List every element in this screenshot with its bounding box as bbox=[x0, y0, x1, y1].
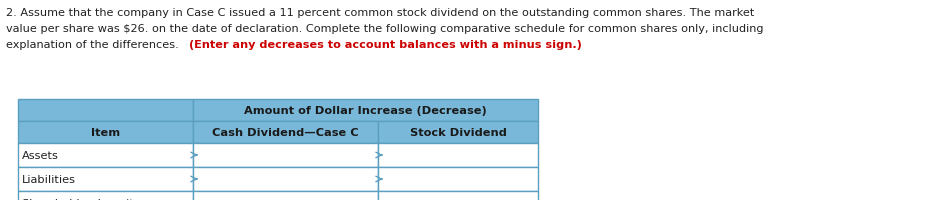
Text: Item: Item bbox=[91, 127, 120, 137]
Bar bbox=[378, 121, 538, 143]
Text: Liabilities: Liabilities bbox=[22, 174, 76, 184]
Text: Assets: Assets bbox=[22, 150, 59, 160]
Text: 2. Assume that the company in Case C issued a 11 percent common stock dividend o: 2. Assume that the company in Case C iss… bbox=[6, 8, 755, 18]
Bar bbox=[378, 191, 538, 200]
Bar bbox=[18, 100, 193, 121]
Bar bbox=[193, 143, 378, 167]
Bar bbox=[18, 121, 193, 143]
Text: (Enter any decreases to account balances with a minus sign.): (Enter any decreases to account balances… bbox=[189, 40, 582, 50]
Text: Stock Dividend: Stock Dividend bbox=[410, 127, 507, 137]
Bar bbox=[18, 191, 193, 200]
Text: Cash Dividend—Case C: Cash Dividend—Case C bbox=[212, 127, 359, 137]
Bar bbox=[193, 121, 378, 143]
Bar bbox=[378, 167, 538, 191]
Text: Amount of Dollar Increase (Decrease): Amount of Dollar Increase (Decrease) bbox=[244, 105, 487, 115]
Text: value per share was $26. on the date of declaration. Complete the following comp: value per share was $26. on the date of … bbox=[6, 24, 764, 34]
Bar bbox=[18, 143, 193, 167]
Bar bbox=[193, 100, 538, 121]
Bar bbox=[378, 143, 538, 167]
Bar bbox=[193, 191, 378, 200]
Bar bbox=[193, 167, 378, 191]
Text: Shareholders’ equity: Shareholders’ equity bbox=[22, 198, 140, 200]
Text: explanation of the differences.: explanation of the differences. bbox=[6, 40, 182, 50]
Bar bbox=[18, 167, 193, 191]
